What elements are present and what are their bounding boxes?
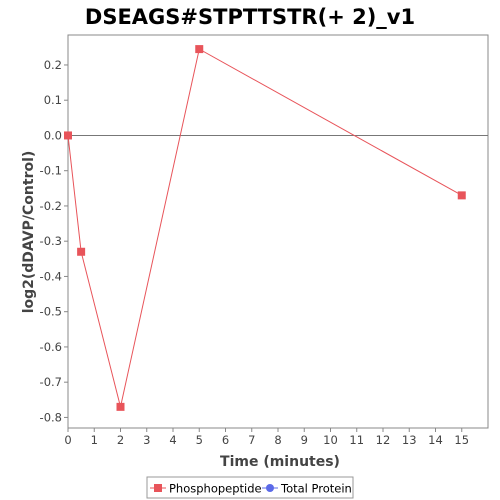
x-tick-label: 13 [402,433,417,447]
series-layer [64,45,466,411]
legend-box [146,476,354,499]
data-point [457,191,466,200]
chart-title: DSEAGS#STPTTSTR(+ 2)_v1 [85,5,415,29]
data-point [116,402,125,411]
y-axis: 0.2 0.1 0.0 -0.1 -0.2 -0.3 -0.4 -0.5 -0.6 -0.7 -0.… [40,58,68,424]
y-axis-label: log2(dDAVP/Control) [21,151,37,314]
legend-phosphopeptide-label: Phosphopeptide [169,482,262,496]
legend-phospho-marker [154,484,162,492]
y-tick-label: 0.2 [44,58,62,72]
y-tick-label: -0.4 [40,269,62,283]
y-tick-label: -0.8 [40,410,62,424]
data-point [64,131,72,140]
x-tick-label: 4 [169,433,176,447]
data-point [77,247,86,256]
x-tick-label: 10 [323,433,338,447]
x-tick-label: 15 [454,433,469,447]
y-tick-label: -0.6 [40,340,62,354]
x-tick-label: 11 [349,433,364,447]
x-tick-label: 12 [376,433,391,447]
y-tick-label: 0.0 [44,128,62,142]
x-tick-label: 1 [91,433,98,447]
x-tick-label: 6 [222,433,229,447]
plot-area [67,34,489,429]
legend-total-marker [266,484,274,492]
data-point [195,45,204,54]
x-tick-label: 9 [301,433,308,447]
x-tick-label: 5 [196,433,203,447]
y-tick-label: -0.2 [40,199,62,213]
x-tick-label: 14 [428,433,443,447]
legend-total-protein-label: Total Protein [280,482,352,496]
legend: Phosphopeptide Total Protein [146,476,354,499]
x-tick-label: 7 [248,433,255,447]
y-tick-label: -0.5 [40,305,62,319]
y-tick-label: -0.7 [40,375,62,389]
x-axis: 0 1 2 3 4 5 6 7 8 9 10 11 12 13 14 15 [64,428,469,447]
y-tick-label: -0.1 [40,164,62,178]
x-axis-label: Time (minutes) [220,454,340,470]
y-tick-label: 0.1 [44,93,62,107]
x-tick-label: 3 [143,433,150,447]
y-tick-label: -0.3 [40,234,62,248]
x-tick-label: 0 [64,433,71,447]
x-tick-label: 2 [117,433,124,447]
x-tick-label: 8 [274,433,281,447]
